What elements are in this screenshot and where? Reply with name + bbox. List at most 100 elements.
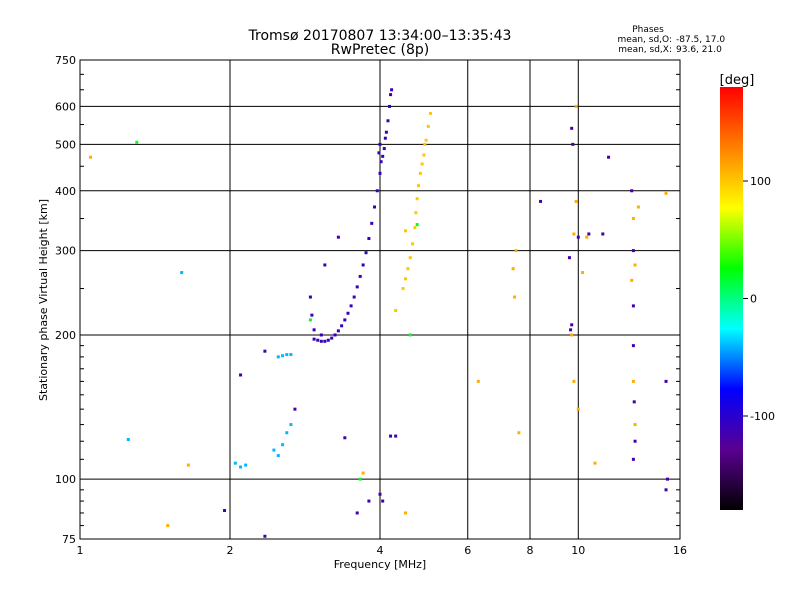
data-point (569, 328, 573, 332)
data-point (574, 104, 578, 108)
y-axis: 75 100 200 300 400 500 600 750 (55, 54, 680, 546)
data-point (370, 221, 374, 225)
data-point (330, 336, 334, 340)
data-point (585, 235, 589, 239)
y-tick-label: 300 (55, 245, 76, 258)
data-point (355, 511, 359, 515)
data-point (355, 285, 359, 289)
data-point (319, 339, 323, 343)
y-tick-label: 75 (62, 533, 76, 546)
data-point (384, 130, 388, 134)
data-point (383, 136, 387, 140)
data-point (428, 111, 432, 115)
data-point (323, 263, 327, 267)
data-point (420, 162, 424, 166)
data-point (358, 477, 362, 481)
data-point (349, 304, 353, 308)
data-point (572, 232, 576, 236)
data-point (281, 443, 285, 447)
data-point (418, 171, 422, 175)
data-point (593, 461, 597, 465)
data-point (373, 205, 377, 209)
data-point (567, 256, 571, 260)
data-point (316, 338, 320, 342)
data-point (511, 267, 515, 271)
data-point (572, 379, 576, 383)
data-point (166, 524, 170, 528)
data-point (386, 119, 390, 123)
colorbar-tick-label: 0 (750, 293, 757, 306)
data-point (571, 142, 575, 146)
data-point (422, 153, 426, 157)
data-point (631, 249, 635, 253)
x-tick-label: 1 (77, 544, 84, 557)
plot-frame (79, 59, 681, 540)
data-point (281, 354, 285, 358)
data-point (633, 439, 637, 443)
data-point (414, 211, 418, 215)
data-point (186, 463, 190, 467)
data-point (276, 454, 280, 458)
data-point (394, 308, 398, 312)
data-point (633, 263, 637, 267)
data-point (476, 379, 480, 383)
data-point (312, 328, 316, 332)
data-point (126, 438, 130, 442)
data-point (633, 423, 637, 427)
stats-o-label: mean, sd,O: (618, 35, 672, 45)
data-point (358, 274, 362, 278)
colorbar-ticks: 100 0 -100 (743, 175, 775, 423)
data-point (631, 344, 635, 348)
data-point (415, 223, 419, 227)
data-point (378, 492, 382, 496)
data-point (378, 171, 382, 175)
data-point (426, 124, 430, 128)
data-point (403, 229, 407, 233)
stats-heading: Phases (632, 25, 664, 35)
data-point (377, 151, 381, 155)
data-point (390, 88, 394, 92)
data-point (135, 140, 139, 144)
data-point (346, 311, 350, 315)
data-point (285, 431, 289, 435)
data-point (239, 373, 243, 377)
data-point (310, 313, 314, 317)
data-point (333, 333, 337, 337)
data-point (239, 465, 243, 469)
y-tick-label: 750 (55, 54, 76, 67)
data-point (607, 155, 611, 159)
data-point (630, 189, 634, 193)
data-point (514, 249, 518, 253)
data-point (630, 278, 634, 282)
data-point (574, 199, 578, 203)
data-point (319, 333, 323, 337)
colorbar (720, 87, 743, 510)
data-point (406, 267, 410, 271)
x-tick-label: 10 (571, 544, 585, 557)
data-point (423, 142, 427, 146)
data-point (272, 448, 276, 452)
data-point (411, 242, 415, 246)
data-point (89, 155, 93, 159)
y-tick-label: 500 (55, 138, 76, 151)
data-point (539, 199, 543, 203)
x-axis-label: Frequency [MHz] (334, 558, 426, 571)
data-point (636, 205, 640, 209)
y-tick-label: 400 (55, 185, 76, 198)
data-point (664, 191, 668, 195)
x-tick-label: 8 (527, 544, 534, 557)
data-point (413, 226, 417, 230)
data-point (323, 339, 327, 343)
stats-x-label: mean, sd,X: (618, 45, 672, 55)
data-point (223, 509, 227, 513)
data-point (381, 154, 385, 158)
data-points (89, 88, 669, 538)
y-tick-label: 100 (55, 473, 76, 486)
data-point (364, 251, 368, 255)
data-point (631, 457, 635, 461)
x-tick-label: 16 (673, 544, 687, 557)
data-point (381, 499, 385, 503)
data-point (340, 324, 344, 328)
data-point (417, 184, 421, 188)
